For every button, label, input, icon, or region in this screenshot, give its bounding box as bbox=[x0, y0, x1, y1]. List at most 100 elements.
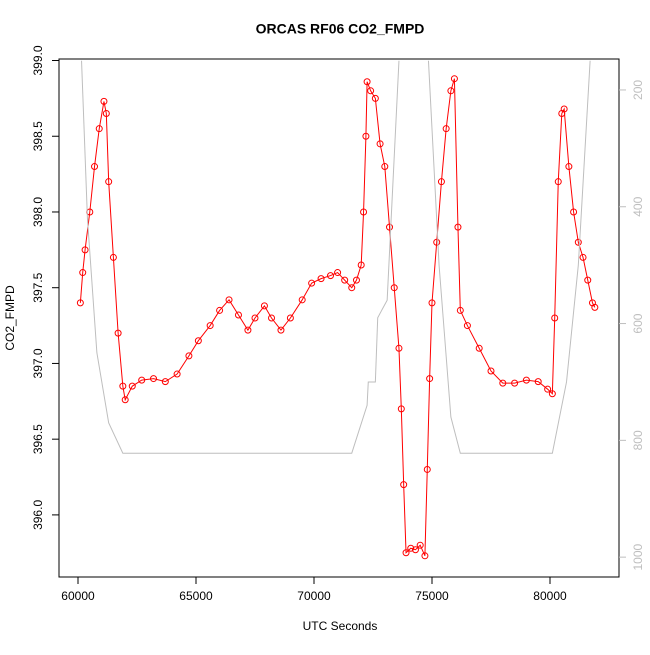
data-point bbox=[367, 87, 375, 95]
data-point bbox=[363, 78, 371, 86]
data-point bbox=[395, 344, 403, 352]
data-point bbox=[128, 382, 136, 390]
data-point bbox=[499, 379, 507, 387]
y2-tick-label: 400 bbox=[631, 196, 645, 216]
data-point bbox=[244, 326, 252, 334]
data-point bbox=[584, 276, 592, 284]
data-point bbox=[308, 279, 316, 287]
data-point bbox=[442, 125, 450, 133]
y2-tick-label: 800 bbox=[631, 430, 645, 450]
data-point bbox=[234, 311, 242, 319]
data-point bbox=[397, 405, 405, 413]
data-point bbox=[386, 223, 394, 231]
data-point bbox=[591, 303, 599, 311]
y-tick-label: 397.0 bbox=[31, 348, 45, 378]
data-point bbox=[251, 314, 259, 322]
y-tick-label: 398.0 bbox=[31, 197, 45, 227]
plot-frame bbox=[58, 58, 620, 578]
data-point bbox=[79, 269, 87, 277]
data-point bbox=[551, 314, 559, 322]
series-line bbox=[79, 78, 596, 556]
data-point bbox=[121, 396, 129, 404]
data-point bbox=[411, 546, 419, 554]
y2-tick-label: 200 bbox=[631, 80, 645, 100]
chart-title: ORCAS RF06 CO2_FMPD bbox=[256, 21, 425, 37]
data-point bbox=[402, 549, 410, 557]
data-point bbox=[423, 465, 431, 473]
data-point bbox=[381, 163, 389, 171]
data-point bbox=[109, 253, 117, 261]
data-point bbox=[400, 481, 408, 489]
y2-tick-label: 600 bbox=[631, 313, 645, 333]
y-tick-label: 398.5 bbox=[31, 121, 45, 151]
data-point bbox=[161, 378, 169, 386]
data-point bbox=[426, 375, 434, 383]
data-point bbox=[511, 379, 519, 387]
data-point bbox=[138, 376, 146, 384]
data-point bbox=[548, 390, 556, 398]
y2-tick-label: 1000 bbox=[631, 543, 645, 570]
data-point bbox=[260, 302, 268, 310]
data-point bbox=[390, 284, 398, 292]
data-point bbox=[91, 163, 99, 171]
data-point bbox=[352, 276, 360, 284]
data-point bbox=[216, 306, 224, 314]
data-point bbox=[416, 541, 424, 549]
data-point bbox=[225, 296, 233, 304]
data-point bbox=[286, 314, 294, 322]
x-tick-label: 70000 bbox=[297, 589, 331, 603]
data-point bbox=[371, 94, 379, 102]
data-point bbox=[463, 322, 471, 330]
data-point bbox=[475, 344, 483, 352]
data-point bbox=[360, 208, 368, 216]
data-point bbox=[574, 238, 582, 246]
data-point bbox=[362, 132, 370, 140]
data-point bbox=[100, 97, 108, 105]
data-point bbox=[450, 75, 458, 83]
y-tick-label: 399.0 bbox=[31, 45, 45, 75]
data-point bbox=[487, 367, 495, 375]
data-point bbox=[268, 314, 276, 322]
x-tick-label: 60000 bbox=[61, 589, 95, 603]
y-tick-label: 396.0 bbox=[31, 500, 45, 530]
data-point bbox=[348, 284, 356, 292]
data-point bbox=[317, 275, 325, 283]
data-point bbox=[105, 178, 113, 186]
data-point bbox=[206, 322, 214, 330]
data-point bbox=[173, 370, 181, 378]
data-point bbox=[428, 299, 436, 307]
data-point bbox=[534, 378, 542, 386]
data-point bbox=[119, 382, 127, 390]
data-point bbox=[554, 178, 562, 186]
data-point bbox=[277, 326, 285, 334]
data-point bbox=[81, 246, 89, 254]
data-point bbox=[421, 552, 429, 560]
data-point bbox=[447, 87, 455, 95]
y-tick-label: 397.5 bbox=[31, 272, 45, 302]
data-point bbox=[456, 306, 464, 314]
data-point bbox=[114, 329, 122, 337]
data-point bbox=[560, 105, 568, 113]
data-point bbox=[298, 296, 306, 304]
data-point bbox=[150, 375, 158, 383]
data-point bbox=[433, 238, 441, 246]
x-tick-label: 65000 bbox=[179, 589, 213, 603]
data-point bbox=[407, 544, 415, 552]
data-point bbox=[194, 337, 202, 345]
data-point bbox=[544, 385, 552, 393]
y-axis-label: CO2_FMPD bbox=[3, 285, 17, 351]
data-point bbox=[579, 253, 587, 261]
data-point bbox=[95, 125, 103, 133]
x-tick-label: 80000 bbox=[533, 589, 567, 603]
data-point bbox=[437, 178, 445, 186]
data-point bbox=[376, 140, 384, 148]
data-point bbox=[327, 272, 335, 280]
x-tick-label: 75000 bbox=[415, 589, 449, 603]
data-point bbox=[570, 208, 578, 216]
data-point bbox=[357, 261, 365, 269]
data-point bbox=[185, 352, 193, 360]
data-point bbox=[341, 276, 349, 284]
data-point bbox=[76, 299, 84, 307]
data-point bbox=[522, 376, 530, 384]
